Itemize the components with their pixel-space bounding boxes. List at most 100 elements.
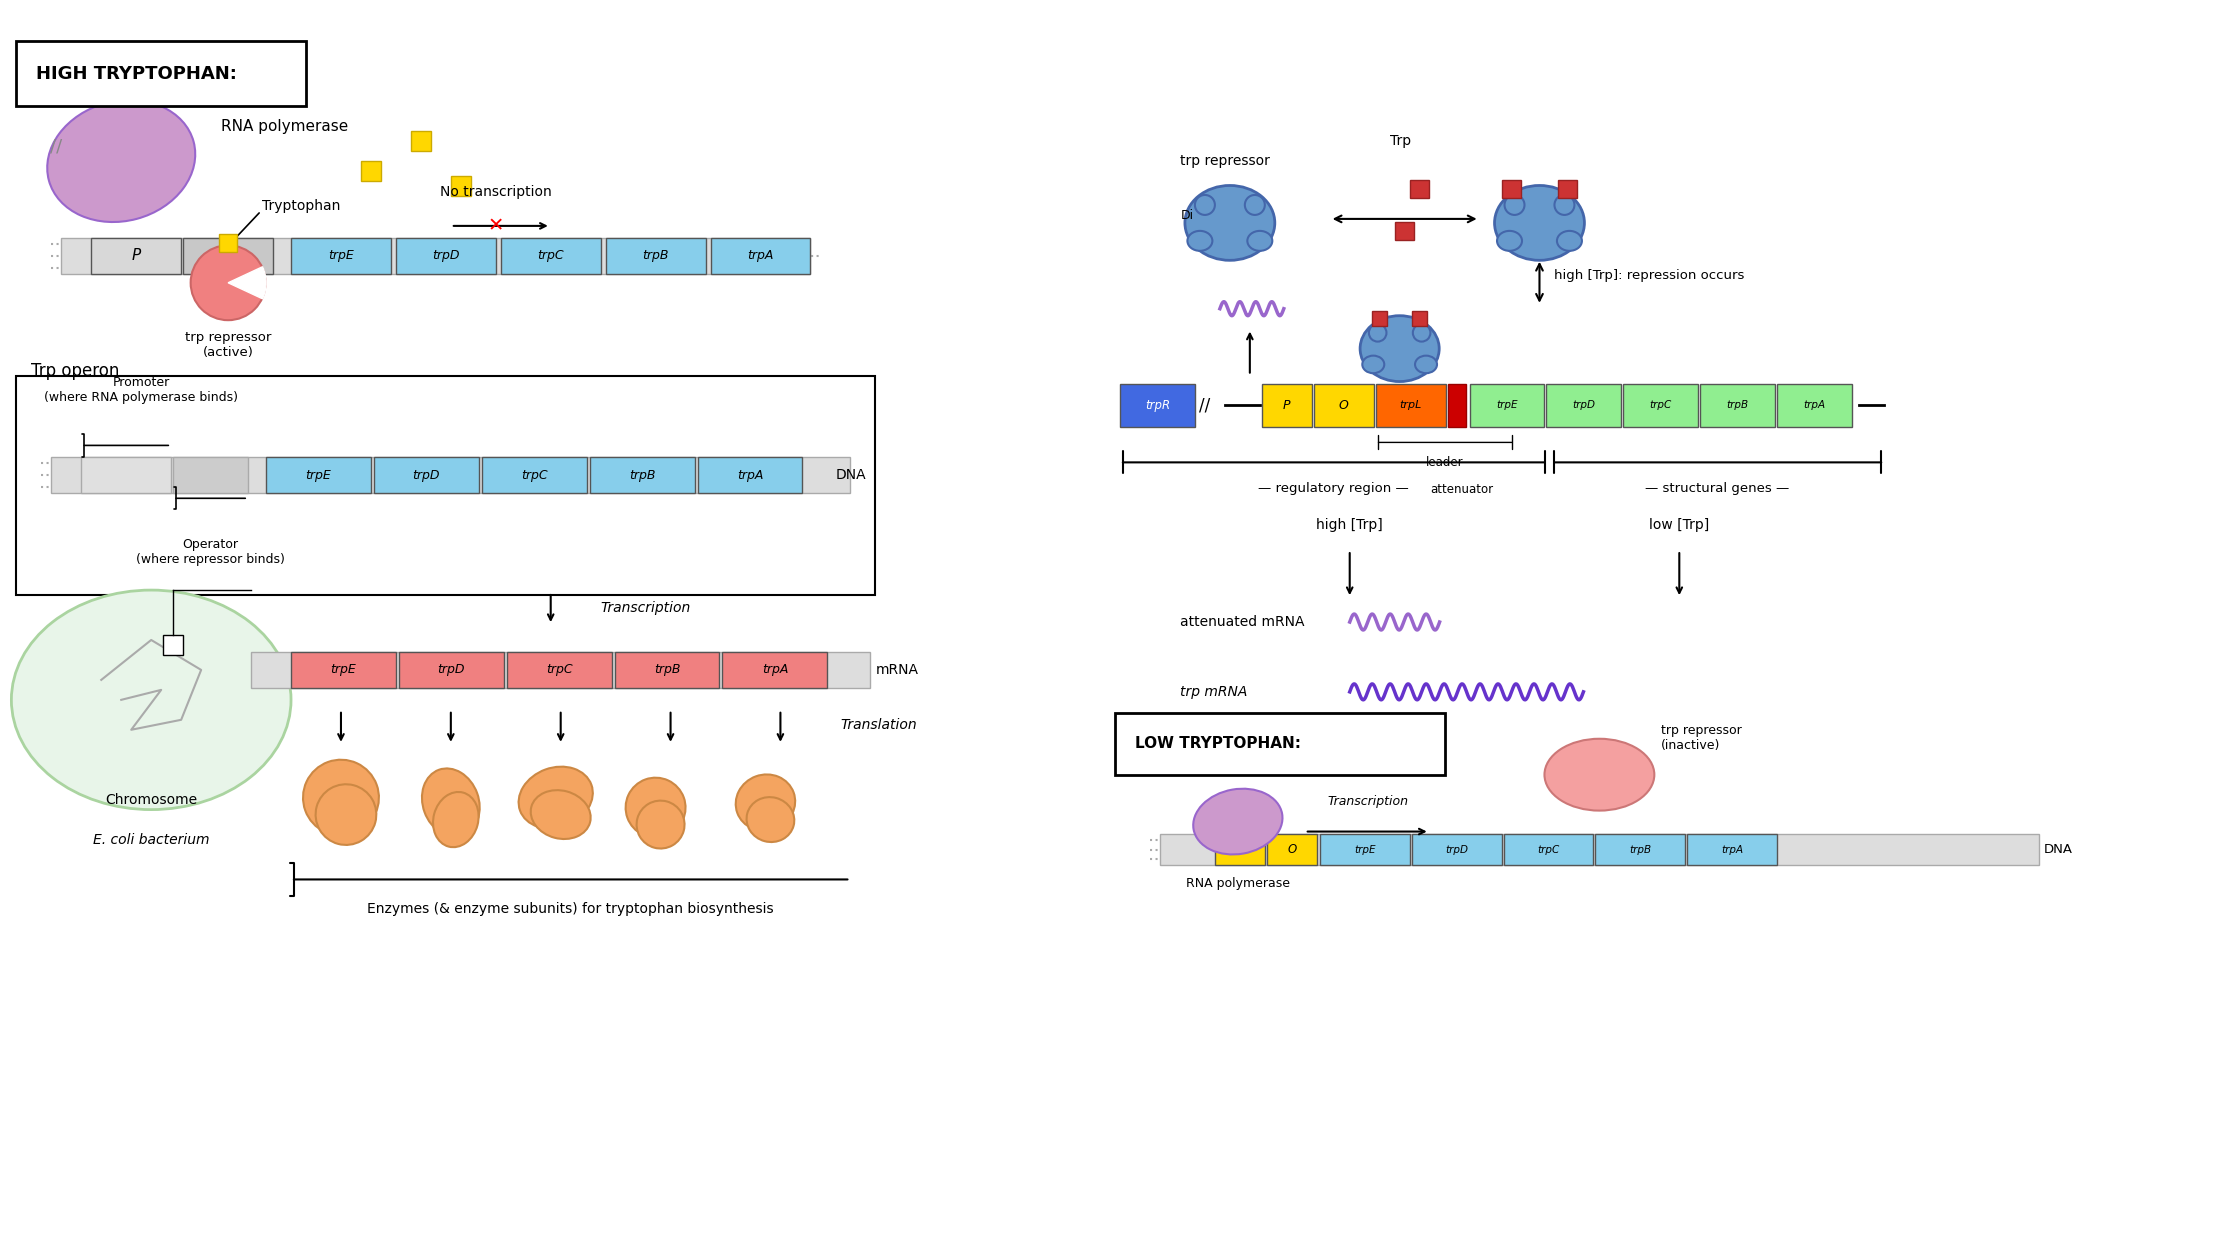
Ellipse shape [1187,231,1212,251]
Text: RNA polymerase: RNA polymerase [1185,877,1290,890]
Text: trpE: trpE [1353,844,1375,854]
Text: low [Trp]: low [Trp] [1649,518,1709,532]
FancyBboxPatch shape [92,238,181,273]
Ellipse shape [1185,185,1275,261]
Text: trpA: trpA [748,249,773,262]
Text: ✕: ✕ [488,217,504,236]
FancyBboxPatch shape [1268,834,1317,866]
Text: Chromosome: Chromosome [105,793,197,806]
Text: trpB: trpB [1727,401,1749,411]
Text: P: P [1236,843,1243,856]
Text: Enzymes (& enzyme subunits) for tryptophan biosynthesis: Enzymes (& enzyme subunits) for tryptoph… [367,902,775,916]
Text: O: O [1288,843,1297,856]
FancyBboxPatch shape [482,457,587,494]
Text: attenuated mRNA: attenuated mRNA [1180,615,1304,629]
Ellipse shape [636,800,685,848]
FancyBboxPatch shape [267,457,372,494]
Ellipse shape [1245,195,1266,215]
Text: trp repressor
(inactive): trp repressor (inactive) [1662,723,1743,752]
Text: trpD: trpD [432,249,459,262]
Ellipse shape [432,793,479,847]
FancyBboxPatch shape [1261,383,1313,427]
Text: attenuator: attenuator [1429,484,1494,496]
FancyBboxPatch shape [172,457,249,494]
Text: trpD: trpD [1445,844,1467,854]
Text: trpB: trpB [629,469,656,481]
Text: trpC: trpC [538,249,564,262]
FancyBboxPatch shape [251,651,871,688]
FancyBboxPatch shape [1214,834,1266,866]
FancyBboxPatch shape [16,375,876,595]
Text: trpB: trpB [1628,844,1651,854]
Text: trpC: trpC [1649,401,1671,411]
Text: mRNA: mRNA [876,663,918,677]
Text: Trp operon: Trp operon [31,362,119,379]
Ellipse shape [1369,324,1387,341]
Text: high [Trp]: repression occurs: high [Trp]: repression occurs [1555,270,1745,282]
Ellipse shape [1413,324,1431,341]
FancyBboxPatch shape [1313,383,1373,427]
Ellipse shape [625,777,685,838]
Text: trpC: trpC [522,469,547,481]
FancyBboxPatch shape [184,238,273,273]
FancyBboxPatch shape [506,651,612,688]
FancyBboxPatch shape [589,457,694,494]
Text: trpA: trpA [762,664,788,677]
Text: — regulatory region —: — regulatory region — [1259,481,1409,495]
FancyBboxPatch shape [1447,383,1465,427]
Text: O: O [222,248,235,263]
Text: DNA: DNA [2043,843,2072,856]
FancyBboxPatch shape [1120,383,1194,427]
Ellipse shape [11,590,291,810]
FancyBboxPatch shape [1503,834,1593,866]
FancyBboxPatch shape [164,635,184,655]
Text: trpD: trpD [412,469,439,481]
FancyBboxPatch shape [399,651,504,688]
Text: trpB: trpB [654,664,681,677]
FancyBboxPatch shape [1116,713,1445,775]
Text: trpE: trpE [327,249,354,262]
Ellipse shape [302,760,379,835]
Text: trpA: trpA [1720,844,1743,854]
FancyBboxPatch shape [16,42,307,106]
Text: trp repressor
(active): trp repressor (active) [186,330,271,359]
Text: HIGH TRYPTOPHAN:: HIGH TRYPTOPHAN: [36,64,237,83]
Text: trpL: trpL [1400,401,1422,411]
FancyBboxPatch shape [1411,834,1501,866]
Text: //: // [1198,397,1210,415]
Text: trp mRNA: trp mRNA [1180,685,1248,699]
Text: //: // [49,137,63,155]
Text: trpB: trpB [643,249,670,262]
FancyBboxPatch shape [614,651,719,688]
Ellipse shape [421,769,479,837]
Text: Tryptophan: Tryptophan [262,199,340,213]
Text: trpE: trpE [1496,401,1519,411]
Ellipse shape [316,784,376,845]
Text: Promoter
(where RNA polymerase binds): Promoter (where RNA polymerase binds) [45,375,237,403]
Text: trpE: trpE [305,469,332,481]
FancyBboxPatch shape [1160,834,2038,866]
Ellipse shape [1416,355,1438,373]
Text: trpE: trpE [332,664,356,677]
Ellipse shape [1494,185,1584,261]
Text: Di: Di [1180,209,1194,223]
FancyBboxPatch shape [605,238,706,273]
FancyBboxPatch shape [291,651,396,688]
Text: O: O [1340,399,1348,412]
Ellipse shape [47,100,195,222]
Ellipse shape [1360,316,1440,382]
Ellipse shape [190,246,267,320]
Ellipse shape [531,790,591,839]
FancyBboxPatch shape [1595,834,1684,866]
Ellipse shape [520,766,594,829]
FancyBboxPatch shape [710,238,811,273]
Wedge shape [228,267,267,299]
Text: E. coli bacterium: E. coli bacterium [92,833,211,847]
FancyBboxPatch shape [60,238,811,273]
Text: LOW TRYPTOPHAN:: LOW TRYPTOPHAN: [1136,736,1301,751]
Ellipse shape [1362,355,1384,373]
FancyBboxPatch shape [724,651,827,688]
Text: leader: leader [1427,456,1463,470]
FancyBboxPatch shape [52,457,851,494]
FancyBboxPatch shape [1319,834,1409,866]
